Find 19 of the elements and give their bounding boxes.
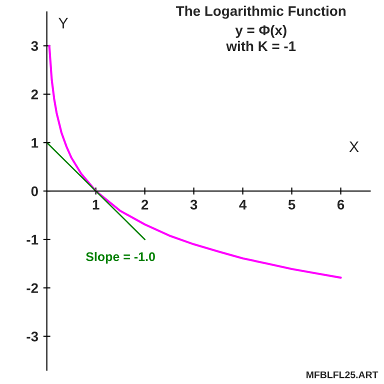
text: y = Φ(x) with K = -1 — [226, 24, 296, 52]
chart-title: The Logarithmic Function — [176, 6, 346, 19]
x-tick-label: 6 — [337, 200, 344, 210]
x-tick-label: 1 — [92, 200, 100, 210]
x-tick-label: 4 — [239, 200, 247, 210]
annotation: Slope = -1.0 — [86, 252, 155, 264]
y-tick-label: -2 — [26, 283, 38, 293]
y-axis-title: Y — [58, 18, 68, 28]
x-axis-title: X — [349, 142, 359, 152]
x-tick-label: 3 — [190, 200, 198, 210]
y-tick-label: -1 — [26, 234, 38, 244]
y-tick-label: -3 — [26, 332, 38, 342]
y-tick-label: 2 — [31, 90, 38, 100]
x-tick-label: 2 — [141, 200, 148, 210]
x-tick-label: 5 — [288, 200, 296, 210]
y-tick-label: 0 — [31, 186, 38, 196]
text: MFBLFL25.ART — [306, 371, 378, 378]
y-tick-label: 1 — [32, 138, 38, 148]
y-tick-label: 3 — [31, 41, 38, 51]
